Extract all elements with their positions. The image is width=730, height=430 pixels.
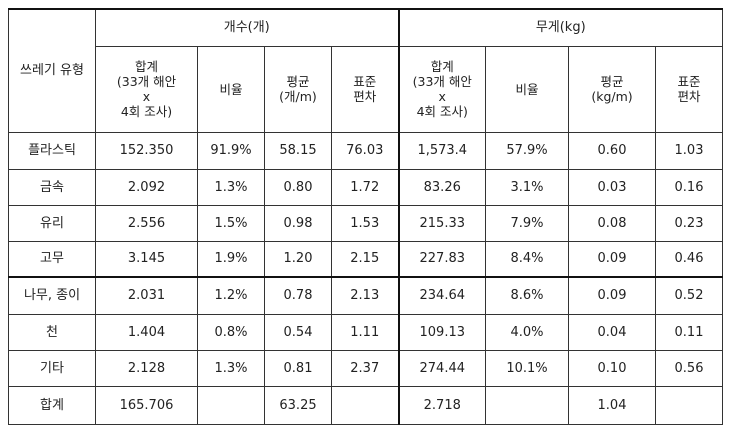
subheader-row: 합계 (33개 해안 x 4회 조사) 비율 평균 (개/m) 표준 편차 합계 (33… [9,45,723,133]
cell: 0.16 [655,168,723,206]
row-label: 유리 [8,204,96,242]
cell: 8.6% [485,276,569,315]
cell: 0.23 [655,204,723,242]
column-header: 비율 [197,45,265,133]
cell: 1.2% [197,276,265,315]
cell: 109.13 [397,313,486,351]
cell: 58.15 [264,131,332,170]
cell: 2.15 [331,240,399,278]
cell [197,385,265,425]
cell: 0.09 [568,276,656,315]
cell: 1.404 [95,313,198,351]
cell: 227.83 [397,240,486,278]
data-row: 나무, 종이 2.031 1.2% 0.78 2.13 234.64 8.6% 0.09 0.5… [8,276,723,315]
column-header: 표준 편차 [655,45,723,133]
cell: 91.9% [197,131,265,170]
data-row: 기타 2.128 1.3% 0.81 2.37 274.44 10.1% 0.10 0.56 [8,349,723,387]
data-row: 고무 3.145 1.9% 1.20 2.15 227.83 8.4% 0.09 0.46 [8,240,723,278]
cell: 0.08 [568,204,656,242]
row-label: 금속 [8,168,96,206]
cell: 1.5% [197,204,265,242]
cell: 1.03 [655,131,723,170]
cell: 76.03 [331,131,399,170]
header-row: 쓰레기 유형 개수(개) 무게(kg) [8,8,723,133]
cell: 0.04 [568,313,656,351]
cell: 3.1% [485,168,569,206]
cell: 2.37 [331,349,399,387]
cell: 0.98 [264,204,332,242]
data-row: 천 1.404 0.8% 0.54 1.11 109.13 4.0% 0.04 0.11 [8,313,723,351]
column-header: 합계 (33개 해안 x 4회 조사) [397,45,486,133]
row-label: 합계 [8,385,96,425]
row-label: 고무 [8,240,96,278]
cell: 2.718 [397,385,486,425]
cell: 0.78 [264,276,332,315]
data-row: 플라스틱 152.350 91.9% 58.15 76.03 1,573.4 57.9% 0.… [8,131,723,170]
cell: 63.25 [264,385,332,425]
cell: 0.52 [655,276,723,315]
cell: 0.56 [655,349,723,387]
cell: 0.80 [264,168,332,206]
cell: 0.54 [264,313,332,351]
column-header: 합계 (33개 해안 x 4회 조사) [95,45,198,133]
cell: 4.0% [485,313,569,351]
data-row: 금속 2.092 1.3% 0.80 1.72 83.26 3.1% 0.03 0.16 [8,168,723,206]
row-label: 천 [8,313,96,351]
cell [485,385,569,425]
cell: 3.145 [95,240,198,278]
cell: 0.10 [568,349,656,387]
cell: 7.9% [485,204,569,242]
row-label-header: 쓰레기 유형 [8,8,96,133]
cell: 1,573.4 [397,131,486,170]
cell: 2.13 [331,276,399,315]
cell: 57.9% [485,131,569,170]
cell: 83.26 [397,168,486,206]
data-row: 합계 165.706 63.25 2.718 1.04 [8,385,723,425]
column-header: 표준 편차 [331,45,399,133]
column-header: 평균 (개/m) [264,45,332,133]
group-header: 무게(kg) [397,8,723,47]
cell: 1.9% [197,240,265,278]
column-header: 비율 [485,45,569,133]
cell: 2.092 [95,168,198,206]
cell: 1.11 [331,313,399,351]
cell: 1.53 [331,204,399,242]
data-table: 쓰레기 유형 개수(개) 무게(kg) 합계 (33개 해안 x 4회 조사) 비율 평균… [8,8,723,425]
cell: 1.04 [568,385,656,425]
cell: 0.03 [568,168,656,206]
cell: 1.3% [197,349,265,387]
cell: 0.09 [568,240,656,278]
cell: 215.33 [397,204,486,242]
cell: 274.44 [397,349,486,387]
cell: 0.81 [264,349,332,387]
cell: 0.11 [655,313,723,351]
data-row: 유리 2.556 1.5% 0.98 1.53 215.33 7.9% 0.08 0.23 [8,204,723,242]
cell: 165.706 [95,385,198,425]
group-header: 개수(개) [95,8,399,47]
cell: 10.1% [485,349,569,387]
column-header: 평균 (kg/m) [568,45,656,133]
row-label: 나무, 종이 [8,276,96,315]
cell: 0.60 [568,131,656,170]
cell: 1.72 [331,168,399,206]
cell: 1.3% [197,168,265,206]
cell: 2.031 [95,276,198,315]
cell: 2.128 [95,349,198,387]
row-label: 기타 [8,349,96,387]
cell: 1.20 [264,240,332,278]
cell: 2.556 [95,204,198,242]
cell [331,385,399,425]
cell: 8.4% [485,240,569,278]
cell: 234.64 [397,276,486,315]
cell [655,385,723,425]
cell: 0.8% [197,313,265,351]
cell: 0.46 [655,240,723,278]
table-container: 쓰레기 유형 개수(개) 무게(kg) 합계 (33개 해안 x 4회 조사) 비율 평균… [8,8,723,425]
row-label: 플라스틱 [8,131,96,170]
cell: 152.350 [95,131,198,170]
